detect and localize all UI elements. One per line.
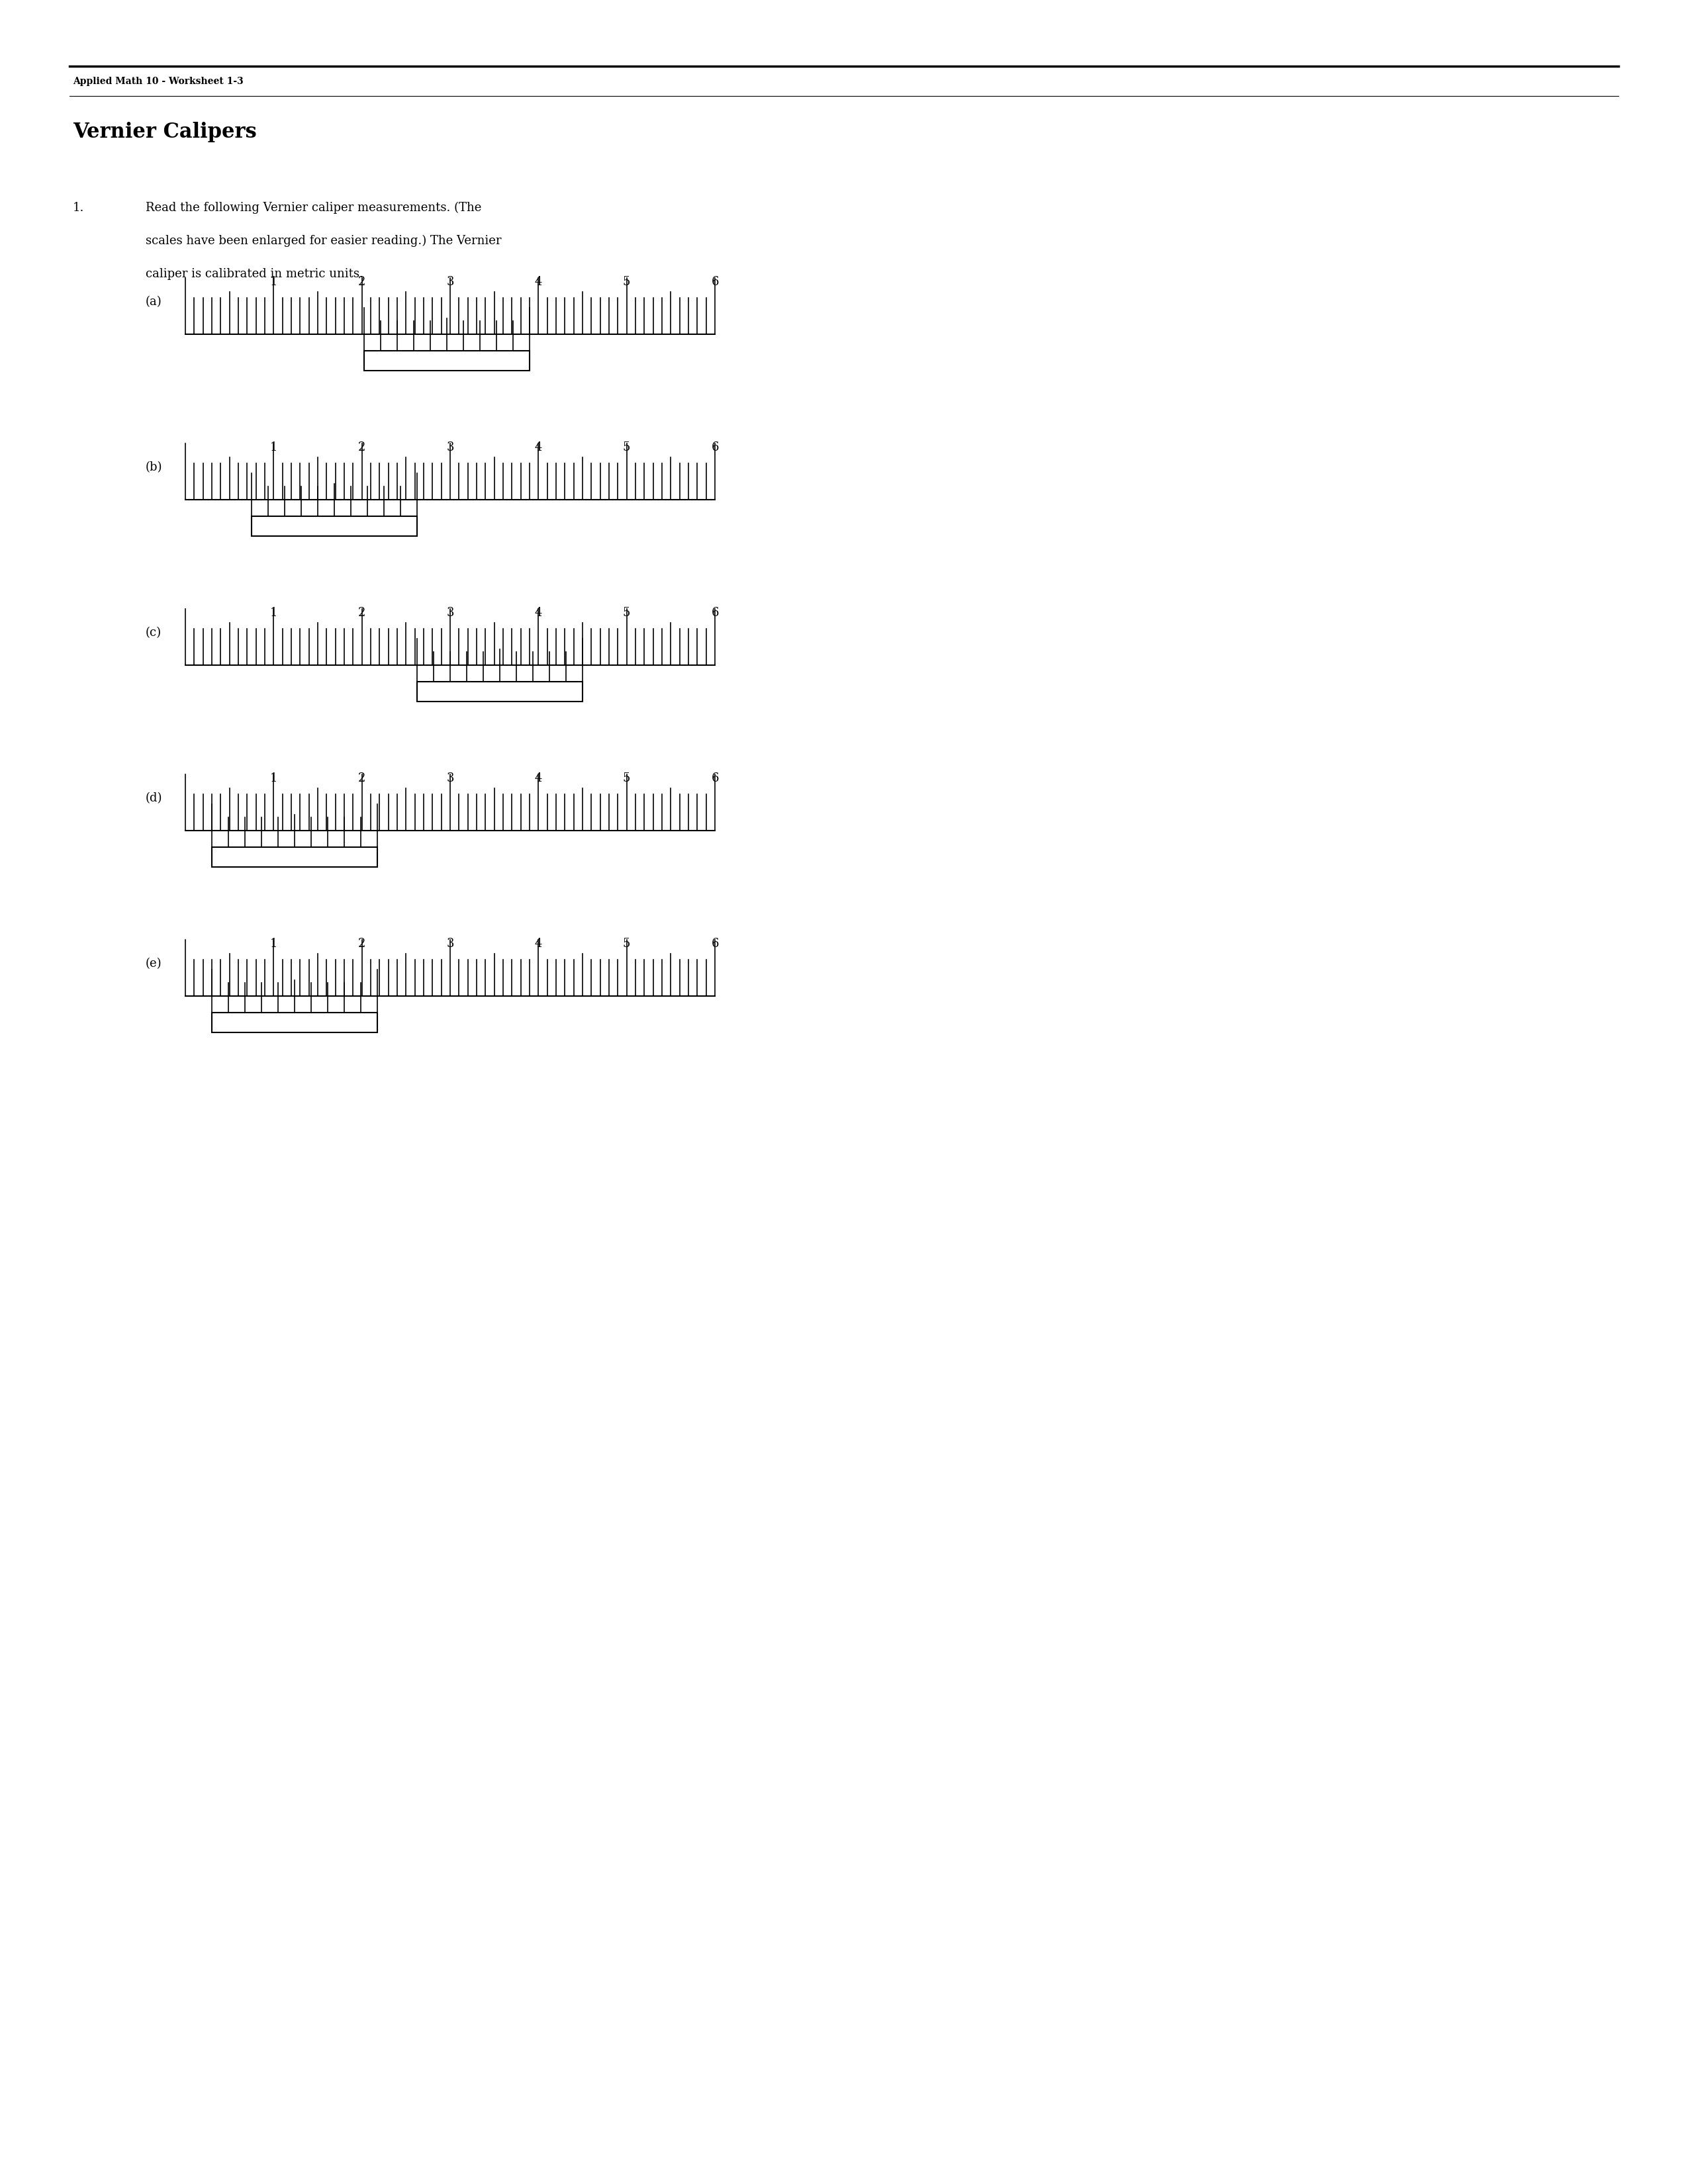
Text: (b): (b): [145, 461, 162, 474]
Text: 4: 4: [535, 607, 542, 618]
Bar: [365, 352, 530, 371]
Text: Applied Math 10 - Worksheet 1-3: Applied Math 10 - Worksheet 1-3: [73, 76, 243, 85]
Text: 1.: 1.: [73, 201, 84, 214]
Text: 1: 1: [270, 441, 277, 454]
Text: 5: 5: [623, 607, 630, 618]
Text: 3: 3: [446, 773, 454, 784]
Text: 1: 1: [270, 607, 277, 618]
Text: 6: 6: [711, 773, 719, 784]
Text: caliper is calibrated in metric units.: caliper is calibrated in metric units.: [145, 269, 363, 280]
Text: 6: 6: [711, 441, 719, 454]
Text: 5: 5: [623, 275, 630, 288]
Text: (e): (e): [145, 957, 162, 970]
Text: 6: 6: [711, 937, 719, 950]
Bar: [417, 681, 582, 701]
Text: 4: 4: [535, 773, 542, 784]
Text: scales have been enlarged for easier reading.) The Vernier: scales have been enlarged for easier rea…: [145, 236, 501, 247]
Bar: [211, 1013, 378, 1033]
Text: Vernier Calipers: Vernier Calipers: [73, 122, 257, 142]
Text: 2: 2: [358, 773, 366, 784]
Text: 3: 3: [446, 275, 454, 288]
Text: (d): (d): [145, 793, 162, 804]
Text: (a): (a): [145, 295, 162, 308]
Text: 2: 2: [358, 607, 366, 618]
Text: (c): (c): [145, 627, 162, 638]
Text: 1: 1: [270, 773, 277, 784]
Text: 2: 2: [358, 441, 366, 454]
Text: 1: 1: [270, 275, 277, 288]
Bar: [252, 515, 417, 535]
Text: 5: 5: [623, 773, 630, 784]
Bar: [211, 847, 378, 867]
Text: 4: 4: [535, 937, 542, 950]
Text: 6: 6: [711, 607, 719, 618]
Text: 6: 6: [711, 275, 719, 288]
Text: Read the following Vernier caliper measurements. (The: Read the following Vernier caliper measu…: [145, 201, 481, 214]
Text: 4: 4: [535, 275, 542, 288]
Text: 2: 2: [358, 275, 366, 288]
Text: 5: 5: [623, 441, 630, 454]
Text: 5: 5: [623, 937, 630, 950]
Text: 4: 4: [535, 441, 542, 454]
Text: 3: 3: [446, 607, 454, 618]
Text: 3: 3: [446, 441, 454, 454]
Text: 1: 1: [270, 937, 277, 950]
Text: 3: 3: [446, 937, 454, 950]
Text: 2: 2: [358, 937, 366, 950]
